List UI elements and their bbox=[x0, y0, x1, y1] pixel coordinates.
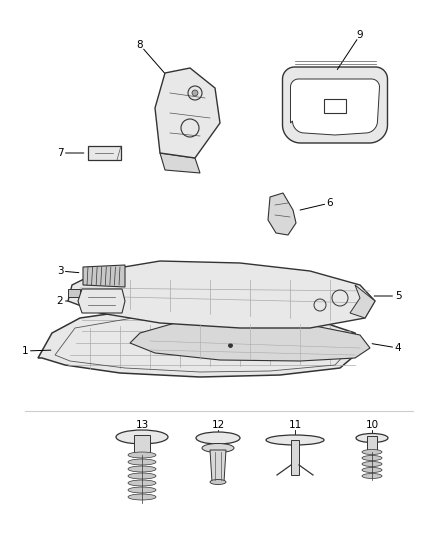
Text: 6: 6 bbox=[327, 198, 333, 208]
Polygon shape bbox=[88, 146, 121, 160]
Ellipse shape bbox=[362, 449, 382, 455]
Text: 13: 13 bbox=[135, 420, 148, 430]
Ellipse shape bbox=[362, 462, 382, 466]
Ellipse shape bbox=[128, 459, 156, 465]
Text: 5: 5 bbox=[395, 291, 401, 301]
Polygon shape bbox=[210, 450, 226, 482]
Text: 12: 12 bbox=[212, 420, 225, 430]
Ellipse shape bbox=[210, 480, 226, 484]
Ellipse shape bbox=[356, 433, 388, 442]
Ellipse shape bbox=[116, 430, 168, 444]
Text: 3: 3 bbox=[57, 266, 64, 276]
Polygon shape bbox=[268, 193, 296, 235]
Ellipse shape bbox=[128, 494, 156, 500]
Polygon shape bbox=[283, 67, 388, 143]
Polygon shape bbox=[68, 261, 375, 328]
Polygon shape bbox=[38, 308, 360, 377]
Ellipse shape bbox=[128, 466, 156, 472]
Circle shape bbox=[192, 90, 198, 96]
Ellipse shape bbox=[266, 435, 324, 445]
Bar bbox=[134, 435, 150, 453]
Ellipse shape bbox=[196, 432, 240, 444]
Ellipse shape bbox=[128, 473, 156, 479]
Ellipse shape bbox=[362, 467, 382, 472]
Ellipse shape bbox=[128, 452, 156, 458]
Text: 2: 2 bbox=[57, 296, 64, 306]
Ellipse shape bbox=[362, 456, 382, 461]
Bar bbox=[68, 289, 80, 297]
Text: 10: 10 bbox=[365, 420, 378, 430]
Text: 11: 11 bbox=[288, 420, 302, 430]
Ellipse shape bbox=[362, 473, 382, 479]
Text: 8: 8 bbox=[137, 40, 143, 50]
Text: 4: 4 bbox=[395, 343, 401, 353]
Polygon shape bbox=[350, 285, 375, 318]
Polygon shape bbox=[78, 289, 125, 313]
Polygon shape bbox=[155, 68, 220, 158]
Bar bbox=[291, 440, 299, 475]
Text: 9: 9 bbox=[357, 30, 363, 40]
Ellipse shape bbox=[128, 487, 156, 493]
Ellipse shape bbox=[128, 480, 156, 486]
Polygon shape bbox=[160, 153, 200, 173]
Text: 7: 7 bbox=[57, 148, 64, 158]
Text: 1: 1 bbox=[22, 346, 28, 356]
Bar bbox=[367, 436, 377, 450]
Polygon shape bbox=[83, 265, 125, 287]
Polygon shape bbox=[290, 79, 379, 135]
Bar bbox=[324, 99, 346, 113]
Ellipse shape bbox=[202, 443, 234, 453]
Polygon shape bbox=[130, 321, 370, 361]
